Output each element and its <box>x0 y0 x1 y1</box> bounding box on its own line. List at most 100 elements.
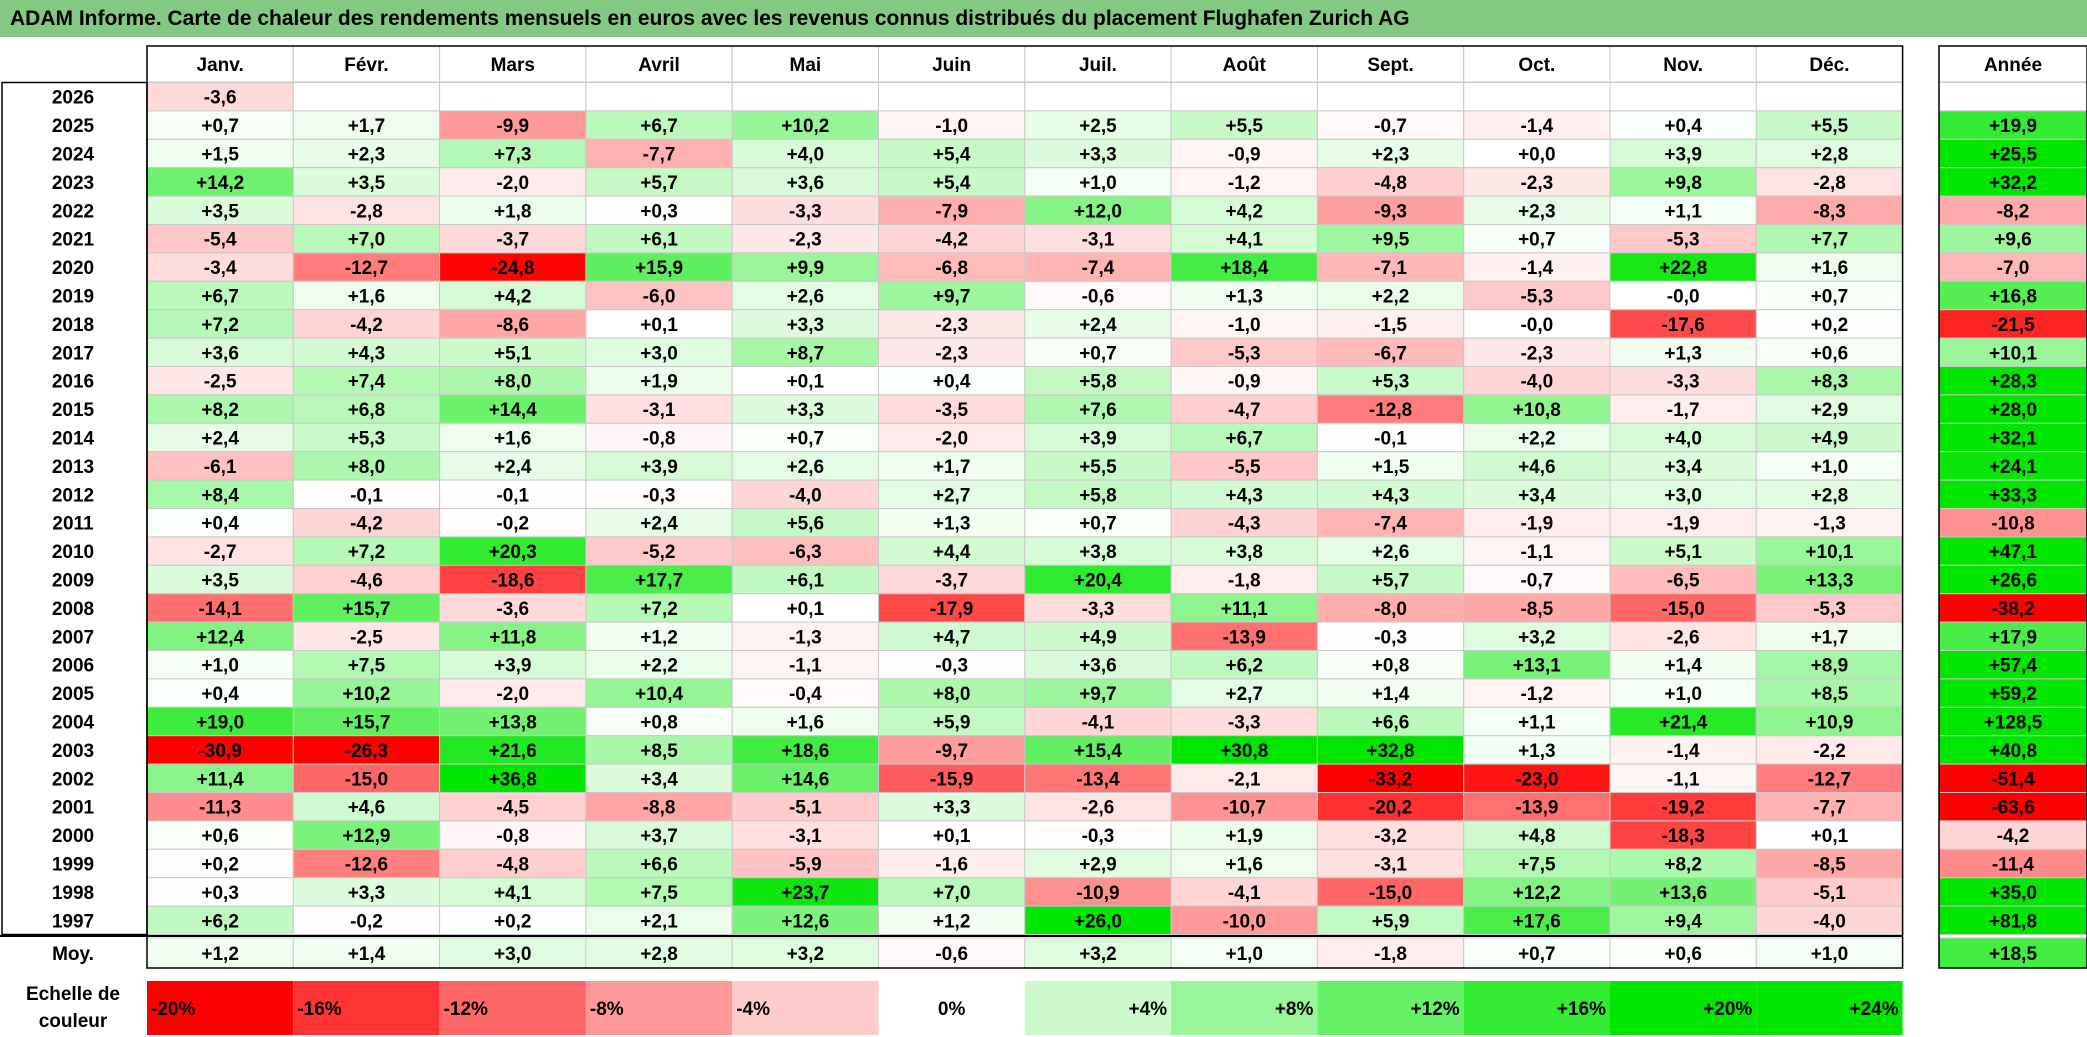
cell-value: +1,4 <box>1372 684 1410 705</box>
heatmap-cell <box>1463 252 1611 282</box>
average-value: +1,4 <box>348 944 386 965</box>
heatmap-cell <box>1755 82 1904 112</box>
cell-value: +5,5 <box>1225 116 1263 137</box>
heatmap-cell <box>146 337 294 368</box>
cell-value: -1,6 <box>935 855 968 876</box>
scale-label: Echelle de <box>26 984 120 1005</box>
cell-value: -2,6 <box>1082 798 1115 819</box>
heatmap-cell <box>878 82 1026 112</box>
average-annual-value: +18,5 <box>1989 944 2038 965</box>
month-header-label: Févr. <box>344 55 388 76</box>
cell-value: +4,9 <box>1079 627 1117 648</box>
cell-value: -8,0 <box>1374 599 1407 620</box>
cell-value: -2,3 <box>935 343 968 364</box>
cell-value: +2,4 <box>494 457 532 478</box>
heatmap-cell <box>1170 877 1318 907</box>
heatmap-cell <box>585 621 733 651</box>
heatmap-cell <box>439 678 587 708</box>
heatmap-cell <box>1755 820 1904 850</box>
heatmap-cell <box>1316 195 1465 226</box>
page-title: ADAM Informe. Carte de chaleur des rende… <box>0 0 2087 37</box>
cell-value: -3,3 <box>1082 599 1115 620</box>
heatmap-cell <box>1170 309 1318 339</box>
cell-value: -8,5 <box>1813 855 1846 876</box>
average-label: Moy. <box>52 944 94 965</box>
cell-value: -9,3 <box>1374 201 1407 222</box>
cell-value: +12,4 <box>196 627 245 648</box>
cell-value: -5,3 <box>1667 230 1700 251</box>
heatmap-cell <box>292 366 441 396</box>
heatmap-cell <box>292 508 441 538</box>
heatmap-cell <box>878 706 1026 737</box>
cell-value: +4,0 <box>1664 429 1702 450</box>
heatmap-cell <box>585 848 733 879</box>
annual-value: -8,2 <box>1997 201 2030 222</box>
cell-value: +10,2 <box>342 684 390 705</box>
cell-value: +12,2 <box>1513 883 1561 904</box>
annual-cell <box>1938 848 2087 879</box>
average-value: +0,7 <box>1518 944 1556 965</box>
year-label: 2013 <box>52 457 94 478</box>
average-cell <box>1609 937 1757 969</box>
heatmap-cell <box>1170 508 1318 538</box>
annual-value: +16,8 <box>1989 287 2037 308</box>
month-header-label: Avril <box>638 55 680 76</box>
heatmap-cell <box>1170 678 1318 708</box>
heatmap-cell <box>731 905 880 935</box>
year-label: 2010 <box>52 542 94 563</box>
cell-value: +1,3 <box>1518 741 1556 762</box>
heatmap-cell <box>1024 564 1172 595</box>
cell-value: -33,2 <box>1369 769 1412 790</box>
cell-value: -0,3 <box>643 485 676 506</box>
month-header-cell <box>1316 45 1465 83</box>
cell-value: -1,3 <box>1813 514 1846 535</box>
cell-value: +0,1 <box>933 826 971 847</box>
heatmap-cell <box>1024 735 1172 765</box>
average-value: +1,0 <box>1811 944 1849 965</box>
heatmap-cell <box>731 479 880 510</box>
cell-value: -2,0 <box>496 684 529 705</box>
cell-value: +1,7 <box>348 116 386 137</box>
cell-value: +3,0 <box>640 343 678 364</box>
cell-value: +0,7 <box>1811 287 1849 308</box>
annual-value: +47,1 <box>1989 542 2038 563</box>
cell-value: +3,6 <box>787 173 825 194</box>
average-cell <box>1024 937 1172 969</box>
heatmap-cell <box>585 820 733 850</box>
cell-value: +5,3 <box>1372 372 1410 393</box>
cell-value: -0,1 <box>496 485 529 506</box>
cell-value: +18,6 <box>781 741 829 762</box>
cell-value: +0,7 <box>1079 514 1117 535</box>
average-value: +3,2 <box>787 944 825 965</box>
annual-value: +35,0 <box>1989 883 2037 904</box>
heatmap-cell <box>1755 650 1904 680</box>
heatmap-cell <box>292 763 441 793</box>
annual-value: -7,0 <box>1997 258 2030 279</box>
year-label: 2022 <box>52 201 94 222</box>
cell-value: -5,1 <box>789 798 822 819</box>
average-value: -0,6 <box>935 944 968 965</box>
heatmap-cell <box>1170 195 1318 226</box>
heatmap-cell <box>1024 110 1172 140</box>
heatmap-cell <box>1463 167 1611 197</box>
year-label: 2005 <box>52 684 95 705</box>
cell-value: -5,5 <box>1228 457 1261 478</box>
heatmap-cell <box>1609 905 1757 935</box>
cell-value: +1,1 <box>1518 713 1556 734</box>
heatmap-cell <box>1170 110 1318 140</box>
cell-value: +9,7 <box>1079 684 1117 705</box>
cell-value: -17,9 <box>930 599 973 620</box>
cell-value: +1,8 <box>494 201 532 222</box>
cell-value: -0,0 <box>1520 315 1553 336</box>
cell-value: -1,9 <box>1520 514 1553 535</box>
cell-value: -3,6 <box>204 88 237 109</box>
cell-value: -19,2 <box>1661 798 1704 819</box>
cell-value: -2,1 <box>1228 769 1261 790</box>
cell-value: +13,6 <box>1659 883 1707 904</box>
cell-value: +3,5 <box>201 201 239 222</box>
cell-value: +5,9 <box>933 713 971 734</box>
heatmap-cell <box>1170 593 1318 623</box>
heatmap-cell <box>292 451 441 481</box>
heatmap-cell <box>1170 621 1318 651</box>
heatmap-cell <box>1463 337 1611 368</box>
